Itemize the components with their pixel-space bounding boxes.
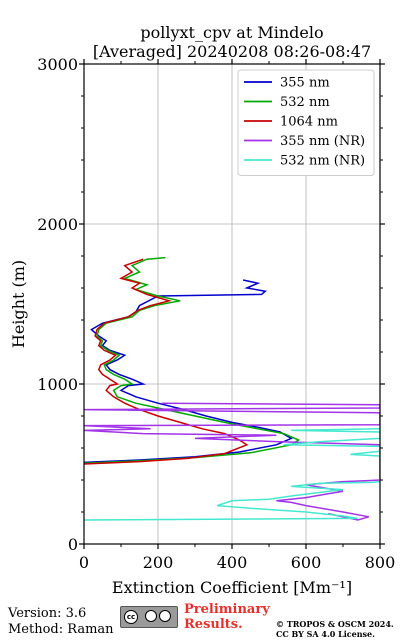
- series-line-4: [84, 428, 380, 521]
- x-tick-label: 0: [79, 553, 89, 572]
- series-line-2: [84, 258, 249, 465]
- copyright-text: © TROPOS & OSCM 2024. CC BY SA 4.0 Licen…: [276, 619, 394, 639]
- copyright-line-2: CC BY SA 4.0 License.: [276, 629, 375, 639]
- y-tick-label: 2000: [37, 215, 78, 234]
- legend-label: 355 nm (NR): [280, 134, 365, 149]
- preliminary-results-text: Preliminary Results.: [184, 602, 270, 632]
- y-tick-label: 3000: [37, 55, 78, 74]
- copyright-line-1: © TROPOS & OSCM 2024.: [276, 619, 394, 629]
- y-tick-label: 0: [68, 535, 78, 554]
- legend-label: 1064 nm: [280, 115, 338, 130]
- chart-subtitle: [Averaged] 20240208 08:26-08:47: [93, 42, 371, 61]
- legend-label: 532 nm: [280, 95, 330, 110]
- chart-title: pollyxt_cpv at Mindelo: [140, 23, 323, 42]
- series-layer: [84, 256, 380, 521]
- tick-layer: 0 200 400 600 800 0 1000 2000 3000: [37, 55, 395, 572]
- preliminary-line-1: Preliminary: [184, 602, 270, 617]
- y-axis-label: Height (m): [9, 260, 28, 348]
- x-tick-label: 600: [291, 553, 322, 572]
- version-text: Version: 3.6: [8, 606, 87, 621]
- x-tick-label: 200: [143, 553, 174, 572]
- y-tick-label: 1000: [37, 375, 78, 394]
- series-line-1: [84, 256, 301, 464]
- x-tick-label: 800: [365, 553, 396, 572]
- chart-legend: 355 nm 532 nm 1064 nm 355 nm (NR) 532 nm (NR…: [237, 69, 375, 176]
- cc-license-icon: cc: [120, 606, 178, 628]
- x-tick-label: 400: [217, 553, 248, 572]
- legend-label: 355 nm: [280, 76, 330, 91]
- extinction-profile-chart: pollyxt_cpv at Mindelo [Averaged] 202402…: [9, 23, 395, 597]
- legend-box: [237, 69, 375, 176]
- x-axis-label: Extinction Coefficient [Mm⁻¹]: [112, 578, 352, 597]
- legend-label: 532 nm (NR): [280, 154, 365, 169]
- preliminary-line-2: Results.: [184, 617, 243, 632]
- series-line-3: [84, 402, 380, 521]
- method-text: Method: Raman: [8, 622, 114, 637]
- series-line-0: [84, 279, 293, 464]
